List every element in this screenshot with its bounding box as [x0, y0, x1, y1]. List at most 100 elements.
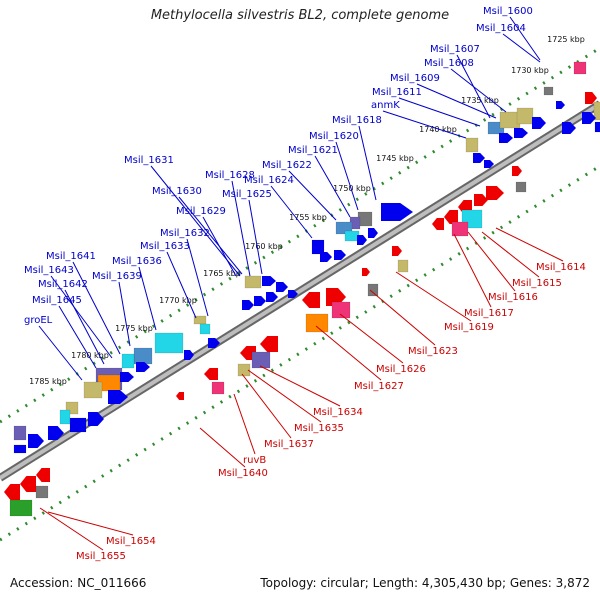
gene-label-msil_1609[interactable]: Msil_1609	[390, 73, 440, 84]
gene-arrow-blue	[184, 350, 194, 360]
gene-label-anmk[interactable]: anmK	[371, 100, 400, 111]
label-leader-line	[339, 313, 404, 364]
label-leader-line	[416, 83, 497, 119]
gene-feature-purple	[251, 351, 271, 369]
scale-tick-label: 1770 kbp	[159, 296, 197, 305]
gene-feature-grey	[543, 86, 554, 96]
lower-label-leaders	[39, 227, 564, 551]
label-leader-line	[382, 110, 467, 139]
gene-label-msil_1623[interactable]: Msil_1623	[408, 346, 458, 357]
label-leader-line	[39, 507, 104, 551]
gene-label-msil_1631[interactable]: Msil_1631	[124, 155, 174, 166]
gene-feature-grey	[35, 485, 49, 499]
gene-label-msil_1633[interactable]: Msil_1633	[140, 241, 190, 252]
gene-feature-khaki	[593, 101, 600, 121]
label-leader-line	[199, 427, 246, 468]
gene-label-msil_1630[interactable]: Msil_1630	[152, 186, 202, 197]
scale-tick-label: 1735 kbp	[461, 96, 499, 105]
label-leader-line	[259, 365, 341, 407]
gene-label-msil_1614[interactable]: Msil_1614	[536, 262, 586, 273]
gene-label-msil_1621[interactable]: Msil_1621	[288, 145, 338, 156]
scale-tick-label: 1760 kbp	[245, 242, 283, 251]
gene-label-msil_1627[interactable]: Msil_1627	[354, 381, 404, 392]
gene-feature-pink	[573, 61, 587, 75]
gene-arrow-red	[260, 336, 278, 352]
gene-label-msil_1628[interactable]: Msil_1628	[205, 170, 255, 181]
gene-arrow-red	[302, 292, 320, 308]
label-leader-line	[481, 231, 540, 278]
gene-label-msil_1616[interactable]: Msil_1616	[488, 292, 538, 303]
gene-feature-blue	[311, 239, 325, 255]
gene-label-msil_1615[interactable]: Msil_1615	[512, 278, 562, 289]
accession-text: Accession: NC_011666	[10, 576, 147, 590]
label-leader-line	[395, 271, 472, 322]
gene-arrow-blue	[48, 426, 64, 440]
gene-arrow-blue	[562, 122, 576, 134]
gene-label-msil_1629[interactable]: Msil_1629	[176, 206, 226, 217]
gene-label-msil_1637[interactable]: Msil_1637	[264, 439, 314, 450]
label-leader-line	[495, 227, 564, 262]
gene-feature-cyan	[199, 323, 211, 335]
gene-label-msil_1622[interactable]: Msil_1622	[262, 160, 312, 171]
gene-label-msil_1654[interactable]: Msil_1654	[106, 536, 156, 547]
gene-arrow-blue	[368, 228, 378, 238]
label-leader-line	[72, 261, 121, 355]
gene-label-msil_1624[interactable]: Msil_1624	[244, 175, 294, 186]
label-leader-line	[314, 155, 351, 218]
gene-arrow-red	[326, 288, 346, 306]
label-leader-line	[241, 373, 292, 439]
gene-label-ruvb[interactable]: ruvB	[243, 455, 266, 466]
gene-label-msil_1632[interactable]: Msil_1632	[160, 228, 210, 239]
gene-arrow-red	[474, 194, 488, 206]
label-leader-line	[288, 170, 337, 221]
gene-arrow-red	[176, 392, 184, 400]
gene-label-msil_1611[interactable]: Msil_1611	[372, 87, 422, 98]
gene-label-msil_1641[interactable]: Msil_1641	[46, 251, 96, 262]
topology-text: Topology: circular; Length: 4,305,430 bp…	[260, 576, 590, 590]
gene-label-msil_1620[interactable]: Msil_1620	[309, 131, 359, 142]
gene-label-msil_1600[interactable]: Msil_1600	[483, 6, 533, 17]
gene-feature-cyan	[154, 332, 184, 354]
gene-label-msil_1645[interactable]: Msil_1645	[32, 295, 82, 306]
label-leader-line	[453, 233, 492, 308]
gene-label-msil_1608[interactable]: Msil_1608	[424, 58, 474, 69]
upper-label-leaders	[38, 16, 541, 381]
label-leader-line	[58, 305, 97, 369]
gene-label-msil_1604[interactable]: Msil_1604	[476, 23, 526, 34]
scale-tick-label: 1765 kbp	[203, 269, 241, 278]
gene-label-msil_1634[interactable]: Msil_1634	[313, 407, 363, 418]
scale-tick-labels: 1725 kbp 1730 kbp 1735 kbp 1740 kbp 1745 kbp…	[29, 35, 585, 386]
gene-feature-green	[9, 499, 33, 517]
gene-label-msil_1655[interactable]: Msil_1655	[76, 551, 126, 562]
gene-arrow-red	[20, 476, 36, 492]
gene-label-msil_1617[interactable]: Msil_1617	[464, 308, 514, 319]
gene-label-msil_1625[interactable]: Msil_1625	[222, 189, 272, 200]
gene-arrow-blue	[499, 133, 513, 143]
label-leader-line	[247, 369, 322, 423]
label-leader-line	[231, 180, 251, 277]
scale-tick-label: 1755 kbp	[289, 213, 327, 222]
label-leader-line	[178, 196, 243, 275]
gene-label-msil_1640[interactable]: Msil_1640	[218, 468, 268, 479]
gene-label-msil_1619[interactable]: Msil_1619	[444, 322, 494, 333]
gene-feature-blue	[13, 444, 27, 454]
gene-label-msil_1636[interactable]: Msil_1636	[112, 256, 162, 267]
gene-feature-cyan	[344, 230, 360, 242]
gene-label-msil_1626[interactable]: Msil_1626	[376, 364, 426, 375]
gene-arrow-red	[392, 246, 402, 256]
gene-label-groel[interactable]: groEL	[24, 315, 53, 326]
gene-label-msil_1635[interactable]: Msil_1635	[294, 423, 344, 434]
label-leader-line	[118, 281, 131, 347]
gene-label-msil_1607[interactable]: Msil_1607	[430, 44, 480, 55]
gene-label-msil_1643[interactable]: Msil_1643	[24, 265, 74, 276]
gene-arrow-blue	[357, 235, 367, 245]
gene-feature-steel	[133, 347, 153, 365]
gene-label-msil_1618[interactable]: Msil_1618	[332, 115, 382, 126]
label-leader-line	[50, 275, 113, 359]
label-leader-line	[335, 141, 359, 211]
gene-label-msil_1639[interactable]: Msil_1639	[92, 271, 142, 282]
scale-tick-label: 1785 kbp	[29, 377, 67, 386]
gene-label-msil_1642[interactable]: Msil_1642	[38, 279, 88, 290]
scale-tick-label: 1725 kbp	[547, 35, 585, 44]
